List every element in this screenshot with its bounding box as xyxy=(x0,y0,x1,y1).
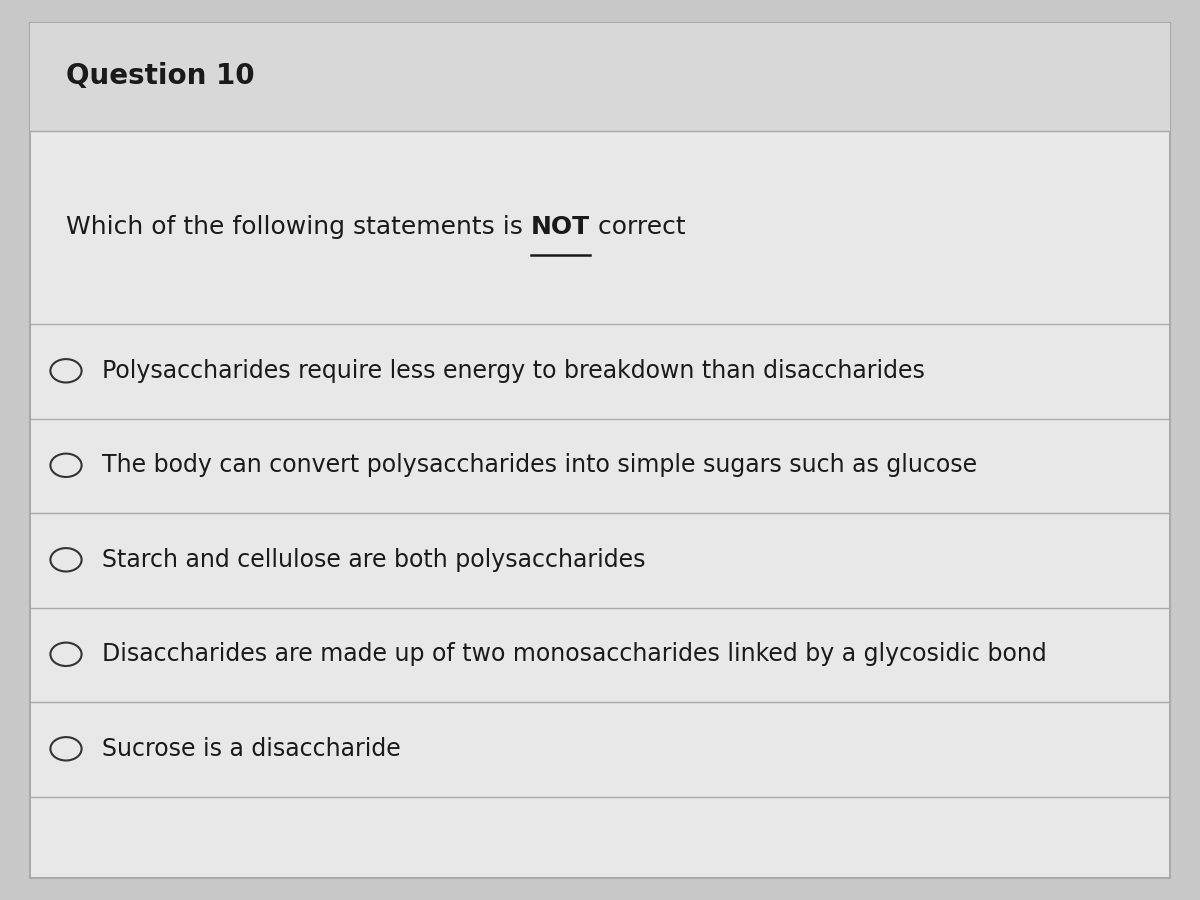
Bar xyxy=(30,22,1170,130)
Text: The body can convert polysaccharides into simple sugars such as glucose: The body can convert polysaccharides int… xyxy=(102,454,977,477)
Text: correct: correct xyxy=(590,215,685,238)
Text: Disaccharides are made up of two monosaccharides linked by a glycosidic bond: Disaccharides are made up of two monosac… xyxy=(102,643,1046,666)
Text: NOT: NOT xyxy=(530,215,590,238)
Text: Which of the following statements is: Which of the following statements is xyxy=(66,215,530,238)
Text: Sucrose is a disaccharide: Sucrose is a disaccharide xyxy=(102,737,401,760)
Text: Starch and cellulose are both polysaccharides: Starch and cellulose are both polysaccha… xyxy=(102,548,646,572)
Text: Polysaccharides require less energy to breakdown than disaccharides: Polysaccharides require less energy to b… xyxy=(102,359,925,382)
Text: Question 10: Question 10 xyxy=(66,62,254,91)
